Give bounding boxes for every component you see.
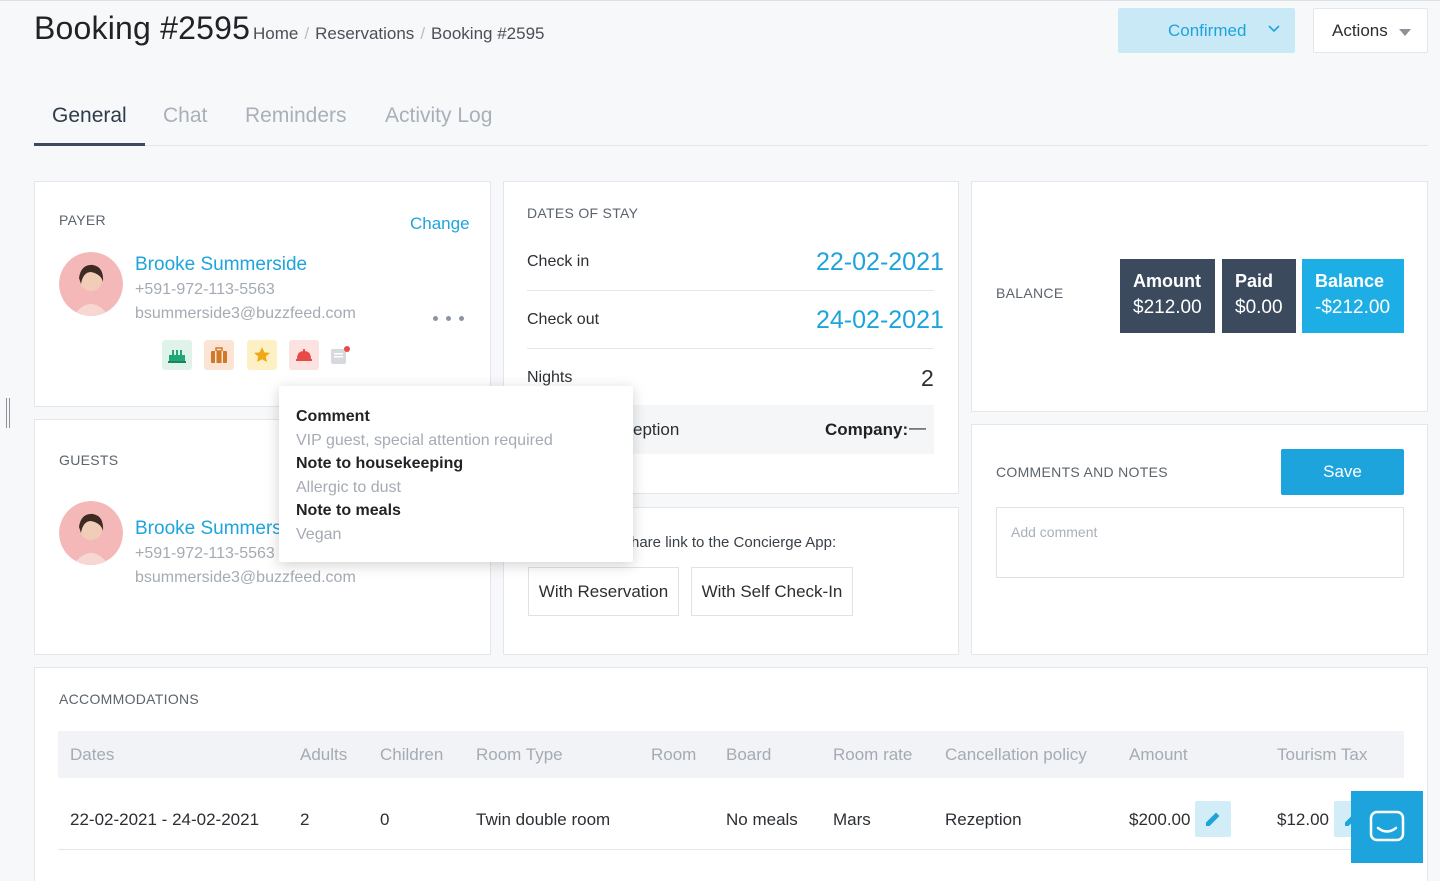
- status-dropdown[interactable]: Confirmed: [1118, 8, 1295, 53]
- popover-comment-value: VIP guest, special attention required: [296, 431, 553, 449]
- divider: [527, 290, 934, 291]
- payer-phone: +591-972-113-5563: [135, 281, 275, 298]
- col-tourism-tax[interactable]: Tourism Tax: [1277, 745, 1368, 764]
- with-reservation-button[interactable]: With Reservation: [528, 567, 679, 616]
- col-cancellation-policy[interactable]: Cancellation policy: [945, 745, 1087, 764]
- nights-value: 2: [921, 365, 934, 391]
- balance-box: Balance -$212.00: [1302, 259, 1404, 333]
- balance-box-label: Balance: [1315, 271, 1385, 291]
- breadcrumb-home[interactable]: Home: [253, 24, 299, 43]
- actions-label: Actions: [1332, 20, 1388, 40]
- active-tab-indicator: [34, 143, 145, 146]
- checkout-label: Check out: [527, 311, 600, 328]
- table-row-divider: [58, 849, 1404, 850]
- amount-value: $212.00: [1133, 297, 1202, 318]
- company-value: —: [909, 418, 926, 437]
- popover-comment-heading: Comment: [296, 408, 370, 425]
- cell-adults: 2: [300, 810, 310, 829]
- cell-tourism-tax: $12.00: [1277, 810, 1329, 829]
- col-room-type[interactable]: Room Type: [476, 745, 563, 764]
- paid-label: Paid: [1235, 271, 1274, 291]
- nights-label: Nights: [527, 369, 573, 386]
- cell-room-rate: Mars: [833, 810, 871, 829]
- cell-amount: $200.00: [1129, 810, 1191, 829]
- breadcrumb-separator: /: [304, 24, 310, 43]
- accommodations-label: ACCOMMODATIONS: [59, 691, 200, 707]
- checkin-date[interactable]: 22-02-2021: [816, 248, 944, 276]
- paid-box: Paid $0.00: [1222, 259, 1296, 333]
- guest-name[interactable]: Brooke Summers: [135, 518, 282, 539]
- tab-bar: General Chat Reminders Activity Log: [34, 96, 1428, 146]
- cell-board: No meals: [726, 810, 798, 829]
- pencil-icon: [1206, 812, 1220, 826]
- caret-down-icon: [1399, 29, 1411, 36]
- table-header: Dates Adults Children Room Type Room Boa…: [58, 731, 1404, 778]
- col-room-rate[interactable]: Room rate: [833, 745, 913, 764]
- room-service-icon[interactable]: [289, 340, 319, 370]
- amount-label: Amount: [1133, 271, 1201, 291]
- note-icon[interactable]: [330, 344, 350, 366]
- tab-activity-log[interactable]: Activity Log: [385, 104, 493, 127]
- breadcrumb-current: Booking #2595: [431, 24, 545, 43]
- col-children[interactable]: Children: [380, 745, 444, 764]
- guest-avatar: [59, 501, 123, 565]
- chevron-down-icon: [1268, 25, 1280, 33]
- suitcase-icon[interactable]: [204, 340, 234, 370]
- dates-label: DATES OF STAY: [527, 205, 639, 221]
- comment-input[interactable]: Add comment: [996, 507, 1404, 578]
- balance-label: BALANCE: [996, 285, 1064, 301]
- paid-value: $0.00: [1235, 297, 1283, 318]
- payer-email: bsummerside3@buzzfeed.com: [135, 305, 356, 322]
- status-label: Confirmed: [1168, 20, 1247, 40]
- comments-label: COMMENTS AND NOTES: [996, 464, 1168, 480]
- guest-phone: +591-972-113-5563: [135, 545, 275, 562]
- col-dates[interactable]: Dates: [70, 745, 115, 764]
- page-title: Booking #2595: [34, 10, 251, 46]
- tab-reminders[interactable]: Reminders: [245, 104, 347, 127]
- checkin-label: Check in: [527, 253, 590, 270]
- payer-name[interactable]: Brooke Summerside: [135, 254, 308, 275]
- breadcrumb-reservations[interactable]: Reservations: [315, 24, 415, 43]
- popover-housekeeping-heading: Note to housekeeping: [296, 455, 464, 472]
- col-board[interactable]: Board: [726, 745, 772, 764]
- popover-housekeeping-value: Allergic to dust: [296, 478, 401, 496]
- popover-meals-value: Vegan: [296, 525, 342, 543]
- top-border: [0, 0, 1440, 1]
- tab-chat[interactable]: Chat: [163, 104, 208, 127]
- cell-cancellation-policy: Rezeption: [945, 810, 1022, 829]
- guest-email: bsummerside3@buzzfeed.com: [135, 569, 356, 586]
- actions-dropdown[interactable]: Actions: [1313, 8, 1428, 53]
- share-text: hare link to the Concierge App:: [631, 534, 837, 551]
- breadcrumb-separator: /: [420, 24, 426, 43]
- save-button[interactable]: Save: [1281, 449, 1404, 495]
- edit-amount-button[interactable]: [1195, 801, 1231, 837]
- cell-children: 0: [380, 810, 390, 829]
- col-amount[interactable]: Amount: [1129, 745, 1188, 764]
- payer-label: PAYER: [59, 212, 106, 228]
- more-options-icon[interactable]: [433, 316, 464, 321]
- chat-launcher-button[interactable]: [1351, 791, 1423, 863]
- company-label: Company:: [825, 420, 909, 439]
- popover-meals-heading: Note to meals: [296, 502, 401, 519]
- cell-dates: 22-02-2021 - 24-02-2021: [70, 810, 260, 829]
- balance-value: -$212.00: [1315, 297, 1391, 318]
- payer-avatar: [59, 252, 123, 316]
- cell-room-type: Twin double room: [476, 810, 611, 829]
- breadcrumb: Home / Reservations / Booking #2595: [253, 24, 544, 44]
- col-adults[interactable]: Adults: [300, 745, 348, 764]
- amount-box: Amount $212.00: [1120, 259, 1215, 333]
- chat-icon: [1369, 810, 1405, 842]
- change-payer-link[interactable]: Change: [410, 214, 470, 233]
- sidebar-resize-handle[interactable]: [6, 398, 10, 428]
- star-icon[interactable]: [247, 340, 277, 370]
- divider: [527, 348, 934, 349]
- col-room[interactable]: Room: [651, 745, 697, 764]
- checkout-date[interactable]: 24-02-2021: [816, 306, 944, 334]
- guest-notes-popover: Comment VIP guest, special attention req…: [279, 386, 633, 562]
- source-value: eption: [633, 420, 680, 439]
- tab-general[interactable]: General: [52, 104, 127, 127]
- with-self-checkin-button[interactable]: With Self Check-In: [691, 567, 853, 616]
- cake-icon[interactable]: [162, 340, 192, 370]
- guests-label: GUESTS: [59, 452, 119, 468]
